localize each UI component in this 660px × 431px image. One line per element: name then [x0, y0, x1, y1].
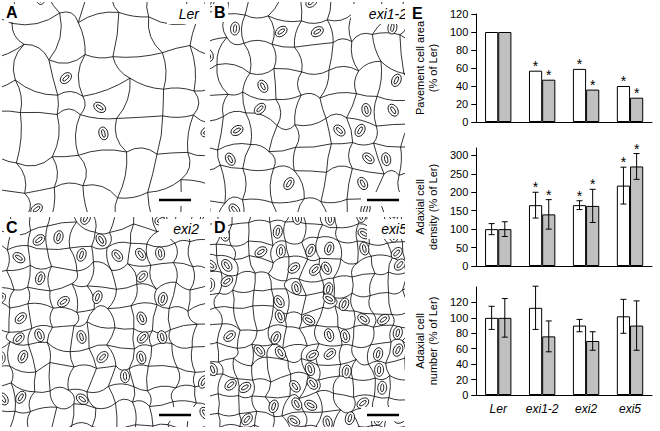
svg-text:250: 250: [450, 168, 468, 180]
svg-text:300: 300: [450, 149, 468, 161]
svg-text:*: *: [546, 67, 552, 83]
svg-text:D: D: [214, 219, 226, 236]
svg-text:20: 20: [456, 98, 468, 110]
svg-text:C: C: [6, 219, 18, 236]
svg-text:100: 100: [450, 312, 468, 324]
svg-text:*: *: [590, 176, 596, 192]
svg-text:0: 0: [462, 389, 468, 401]
svg-text:60: 60: [456, 343, 468, 355]
svg-text:Pavement cell area: Pavement cell area: [414, 20, 426, 115]
svg-text:number (% of Ler): number (% of Ler): [427, 297, 439, 386]
svg-text:Ler: Ler: [490, 402, 508, 416]
svg-text:50: 50: [456, 242, 468, 254]
svg-text:*: *: [533, 179, 539, 195]
svg-text:*: *: [577, 188, 583, 204]
svg-text:exi2: exi2: [173, 221, 199, 237]
svg-text:Adaxial cell: Adaxial cell: [414, 179, 426, 235]
svg-text:A: A: [6, 4, 18, 21]
svg-text:exi5: exi5: [619, 402, 641, 416]
svg-text:exi2: exi2: [575, 402, 597, 416]
svg-text:(% of Ler): (% of Ler): [427, 44, 439, 92]
svg-text:*: *: [634, 85, 640, 101]
svg-text:*: *: [577, 56, 583, 72]
svg-text:80: 80: [456, 327, 468, 339]
svg-text:200: 200: [450, 186, 468, 198]
svg-text:80: 80: [456, 44, 468, 56]
svg-text:E: E: [412, 5, 423, 22]
svg-text:40: 40: [456, 80, 468, 92]
svg-text:exi1-2: exi1-2: [526, 402, 559, 416]
svg-text:100: 100: [450, 26, 468, 38]
svg-text:0: 0: [462, 260, 468, 272]
svg-text:*: *: [590, 77, 596, 93]
svg-text:150: 150: [450, 205, 468, 217]
svg-text:120: 120: [450, 296, 468, 308]
svg-text:*: *: [533, 58, 539, 74]
svg-text:*: *: [621, 154, 627, 170]
svg-text:exi5: exi5: [381, 221, 407, 237]
svg-text:100: 100: [450, 223, 468, 235]
svg-text:60: 60: [456, 62, 468, 74]
svg-text:density (% of Ler): density (% of Ler): [427, 164, 439, 250]
svg-text:B: B: [214, 4, 226, 21]
svg-text:*: *: [546, 187, 552, 203]
svg-text:40: 40: [456, 358, 468, 370]
svg-text:20: 20: [456, 374, 468, 386]
svg-text:120: 120: [450, 8, 468, 20]
svg-text:0: 0: [462, 116, 468, 128]
svg-text:*: *: [621, 73, 627, 89]
svg-text:Adaxial cell: Adaxial cell: [414, 313, 426, 369]
svg-text:*: *: [634, 141, 640, 157]
svg-text:exi1-2: exi1-2: [369, 6, 407, 22]
svg-text:Ler: Ler: [179, 6, 201, 22]
